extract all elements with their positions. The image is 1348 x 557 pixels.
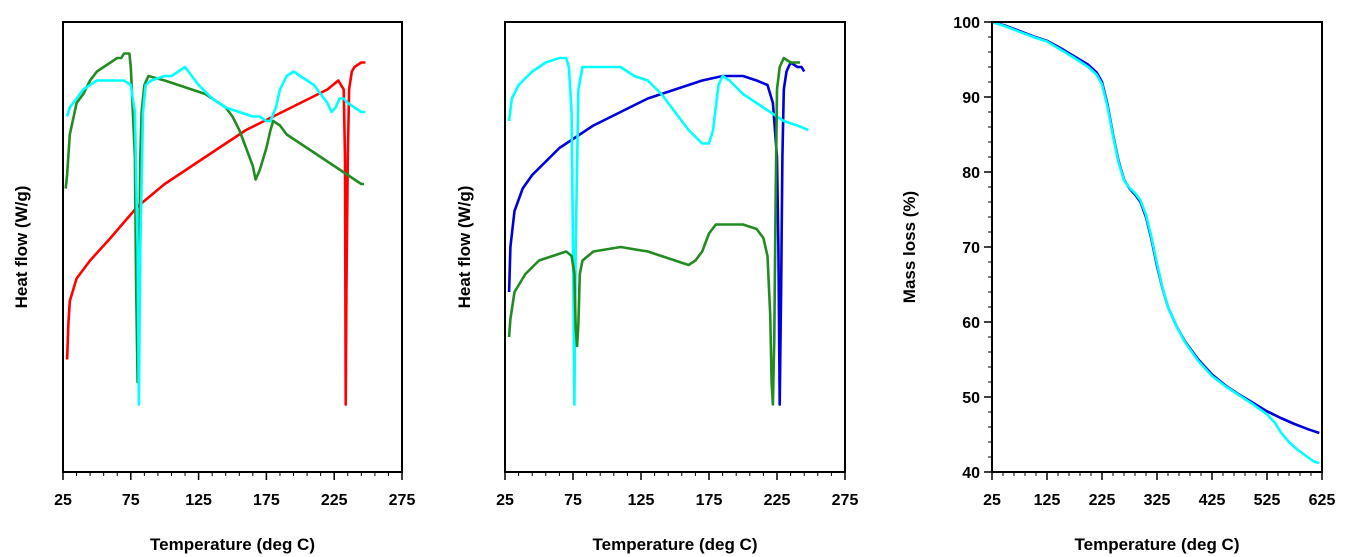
y-tick-label: 70 — [962, 240, 980, 257]
x-tick-label: 225 — [321, 492, 348, 509]
series-line-0 — [992, 22, 1320, 435]
series-line-1 — [507, 56, 809, 406]
x-tick-label: 425 — [1199, 492, 1226, 509]
y-axis-label: Mass loss (%) — [900, 191, 919, 303]
mass-loss-panel-right: 25 125 225 325 425 525 625 40 50 60 70 80 90 100 Tempe… — [900, 15, 1335, 554]
y-axis-label: Heat flow (W/g) — [455, 186, 474, 309]
x-tick-label: 175 — [696, 492, 723, 509]
x-axis-label: Temperature (deg C) — [593, 535, 758, 554]
plot-frame — [504, 21, 846, 473]
y-tick-label: 90 — [962, 90, 980, 107]
x-tick-label: 75 — [122, 492, 140, 509]
series-group — [64, 52, 366, 406]
y-tick-label: 40 — [962, 465, 980, 482]
x-tick-label: 225 — [1089, 492, 1116, 509]
x-tick-label: 25 — [496, 492, 514, 509]
plot-frame — [991, 21, 1323, 473]
x-axis-label: Temperature (deg C) — [150, 535, 315, 554]
x-tick-label: 325 — [1144, 492, 1171, 509]
series-line-0 — [507, 61, 806, 406]
series-line-2 — [507, 56, 801, 406]
x-tick-label: 175 — [253, 492, 280, 509]
series-line-0 — [65, 61, 366, 406]
plot-frame — [62, 21, 403, 473]
x-axis-label: Temperature (deg C) — [1075, 535, 1240, 554]
y-axis-label: Heat flow (W/g) — [12, 186, 31, 309]
heat-flow-panel-middle: 25 75 125 175 225 275 Temperature (deg C) Heat … — [455, 21, 859, 554]
x-tick-label: 225 — [764, 492, 791, 509]
x-tick-label: 75 — [564, 492, 582, 509]
x-tick-label: 625 — [1309, 492, 1336, 509]
series-group — [992, 22, 1320, 465]
x-tick-label: 25 — [983, 492, 1001, 509]
x-tick-label: 525 — [1254, 492, 1281, 509]
x-tick-label: 25 — [54, 492, 72, 509]
x-tick-label: 125 — [1034, 492, 1061, 509]
x-tick-label: 275 — [832, 492, 859, 509]
y-tick-label: 50 — [962, 390, 980, 407]
x-tick-label: 125 — [628, 492, 655, 509]
y-tick-label: 100 — [953, 15, 980, 32]
y-tick-label: 80 — [962, 165, 980, 182]
series-line-1 — [992, 22, 1320, 465]
series-group — [507, 56, 809, 406]
series-line-2 — [65, 65, 366, 406]
y-tick-label: 60 — [962, 315, 980, 332]
heat-flow-panel-left: 25 75 125 175 225 275 Temperature (deg C) Heat … — [12, 21, 416, 554]
x-tick-label: 125 — [185, 492, 212, 509]
x-tick-label: 275 — [389, 492, 416, 509]
series-line-1 — [64, 52, 364, 384]
